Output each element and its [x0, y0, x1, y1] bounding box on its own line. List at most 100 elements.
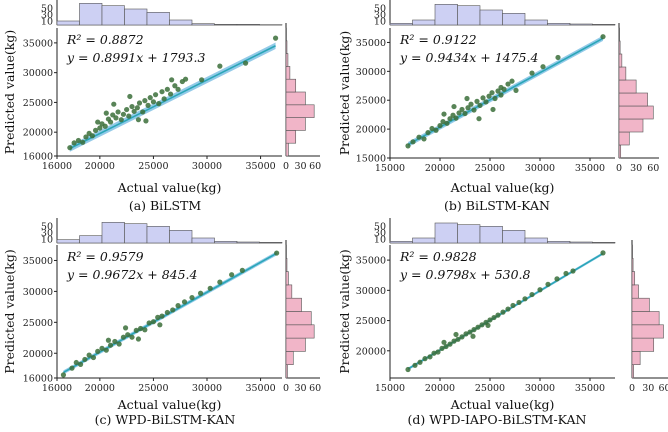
data-point [433, 127, 439, 133]
chart-panel-2: 15000 20000 25000 30000 35000 15000 20000 25000… [337, 0, 659, 213]
top-hist-bar [412, 237, 436, 244]
data-point [90, 354, 97, 361]
data-point [440, 119, 446, 125]
data-point [500, 309, 506, 315]
top-hist-bar [434, 4, 458, 26]
data-point [447, 341, 453, 347]
data-point [485, 322, 491, 329]
y-tick-label: 30000 [356, 67, 386, 78]
top-hist-tick-label: 50 [41, 221, 53, 232]
data-point [554, 276, 560, 282]
data-point [75, 137, 82, 144]
top-hist-bar [169, 230, 193, 244]
data-point [129, 103, 135, 110]
data-point [146, 320, 152, 326]
data-point [453, 331, 459, 338]
data-point [570, 268, 576, 274]
right-hist-bar [285, 284, 293, 299]
top-hist-tick-label: 10 [41, 17, 53, 28]
top-hist-bar [502, 230, 526, 244]
right-hist-bar [285, 142, 289, 157]
top-hist-tick-label: 30 [41, 228, 53, 239]
data-point [217, 279, 223, 285]
data-point [529, 291, 535, 298]
data-point [175, 86, 181, 92]
equation-annotation: y = 0.9672x + 845.4 [66, 267, 198, 282]
data-point [474, 98, 480, 104]
data-point [229, 272, 235, 278]
top-hist-bar [479, 9, 503, 26]
right-hist-tick-label: 30 [630, 163, 642, 174]
data-point [425, 129, 431, 136]
data-point [427, 354, 433, 360]
y-axis-label: Predicted value(kg) [2, 30, 17, 154]
data-point [172, 83, 178, 89]
top-hist-bar [524, 237, 548, 244]
data-point [459, 334, 465, 340]
data-point [451, 338, 457, 344]
data-point [136, 100, 143, 106]
top-hist-bar [146, 226, 170, 244]
data-point [167, 91, 174, 97]
y-tick-label: 25000 [23, 98, 53, 109]
right-hist-bar [285, 53, 289, 67]
right-hist-tick-label: 30 [642, 383, 654, 394]
right-hist-tick-label: 60 [309, 161, 321, 172]
right-hist-bar [631, 311, 660, 326]
y-tick-label: 30000 [356, 286, 386, 297]
data-point [102, 123, 108, 129]
data-point [99, 345, 105, 351]
data-point [133, 327, 139, 333]
panel-caption: (d) WPD-IAPO-BiLSTM-KAN [408, 412, 587, 427]
data-point [453, 115, 459, 121]
top-hist-bar [214, 241, 238, 244]
data-point [113, 115, 119, 121]
x-tick-label: 35000 [245, 161, 275, 172]
x-tick-label: 30000 [525, 163, 555, 174]
data-point [159, 89, 165, 95]
r2-annotation: R² = 0.8872 [66, 32, 144, 47]
data-point [468, 101, 474, 107]
top-hist-bar [146, 12, 170, 26]
data-point [60, 372, 67, 378]
y-tick-label: 25000 [356, 316, 386, 327]
right-hist-tick-label: 0 [629, 383, 635, 394]
right-hist-tick-label: 60 [309, 383, 321, 394]
data-point [147, 95, 153, 101]
x-axis-label: Actual value(kg) [450, 397, 555, 412]
top-hist-bar [124, 223, 148, 244]
right-hist-bar [285, 104, 315, 118]
right-hist-bar [631, 364, 634, 379]
top-hist-bar [101, 5, 125, 26]
x-tick-label: 30000 [192, 161, 222, 172]
data-point [471, 327, 477, 333]
data-point [405, 143, 411, 149]
data-point [156, 101, 162, 107]
right-hist-bar [618, 92, 648, 107]
right-hist-tick-label: 60 [647, 163, 659, 174]
top-hist-bar [191, 23, 215, 26]
top-hist-bar [389, 23, 413, 26]
x-tick-label: 15000 [375, 383, 405, 394]
right-hist-tick-label: 0 [283, 161, 289, 172]
right-hist-bar [631, 257, 634, 272]
data-point [429, 125, 435, 132]
y-tick-label: 20000 [356, 346, 386, 357]
data-point [86, 352, 92, 358]
data-point [421, 136, 427, 142]
top-hist-tick-label: 50 [41, 3, 53, 14]
data-point [107, 119, 114, 125]
top-hist-tick-label: 10 [374, 17, 386, 28]
right-hist-bar [285, 337, 306, 352]
panel-caption: (b) BiLSTM-KAN [444, 198, 550, 213]
top-hist-bar [259, 242, 283, 244]
right-hist-bar [618, 66, 627, 81]
x-tick-label: 15000 [375, 163, 405, 174]
data-point [443, 343, 449, 350]
right-hist-bar [618, 118, 644, 133]
right-hist-bar [631, 244, 633, 259]
data-point [77, 361, 84, 367]
data-point [475, 324, 481, 330]
y-tick-label: 30000 [23, 287, 53, 298]
